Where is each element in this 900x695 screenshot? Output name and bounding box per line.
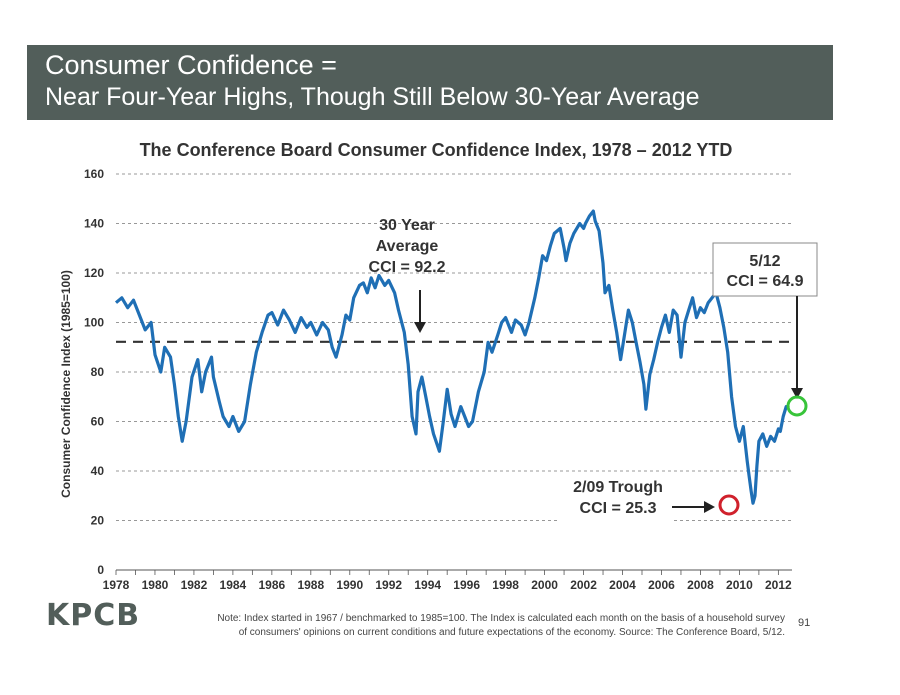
y-tick-label: 40 [91, 464, 105, 478]
average-annotation-label: Average [376, 238, 439, 255]
y-tick-label: 160 [84, 167, 104, 181]
latest-annotation-label: 5/12 [749, 253, 780, 270]
x-tick-label: 1998 [492, 578, 519, 592]
y-tick-label: 80 [91, 365, 105, 379]
y-tick-label: 0 [97, 563, 104, 577]
latest-annotation-label: CCI = 64.9 [727, 273, 804, 290]
average-arrow-head [414, 322, 426, 333]
y-tick-label: 120 [84, 266, 104, 280]
average-annotation-label: 30 Year [379, 217, 435, 234]
x-tick-label: 1984 [220, 578, 247, 592]
x-tick-label: 2006 [648, 578, 675, 592]
x-tick-label: 1994 [414, 578, 441, 592]
x-tick-label: 2000 [531, 578, 558, 592]
x-tick-label: 2010 [726, 578, 753, 592]
y-tick-label: 60 [91, 415, 105, 429]
trough-marker-circle [718, 494, 740, 516]
y-axis-label: Consumer Confidence Index (1985=100) [59, 270, 73, 498]
x-tick-label: 1986 [258, 578, 285, 592]
trough-arrow-head [704, 501, 715, 513]
trough-annotation-bg [560, 472, 674, 522]
y-tick-label: 20 [91, 514, 105, 528]
latest-annotation-box [712, 242, 818, 297]
footnote-line-2: of consumers' opinions on current condit… [238, 627, 785, 638]
slide-header: Consumer Confidence = Near Four-Year Hig… [27, 45, 833, 120]
footnote-line-1: Note: Index started in 1967 / benchmarke… [217, 613, 785, 624]
x-tick-label: 2002 [570, 578, 597, 592]
x-tick-label: 2008 [687, 578, 714, 592]
chart-title: The Conference Board Consumer Confidence… [140, 140, 733, 160]
average-annotation-label: CCI = 92.2 [369, 259, 446, 276]
slide-title: Consumer Confidence = [45, 50, 337, 80]
page-number: 91 [798, 617, 811, 629]
kpcb-logo: KPCB [46, 598, 141, 633]
slide-subtitle: Near Four-Year Highs, Though Still Below… [45, 83, 700, 111]
y-tick-label: 140 [84, 217, 104, 231]
x-tick-label: 1990 [336, 578, 363, 592]
latest-arrow-head [791, 388, 803, 399]
x-tick-label: 1996 [453, 578, 480, 592]
x-tick-label: 1978 [103, 578, 130, 592]
x-tick-label: 1980 [142, 578, 169, 592]
cci-series-line [114, 209, 790, 505]
x-tick-label: 1982 [181, 578, 208, 592]
footnote: Note: Index started in 1967 / benchmarke… [145, 612, 785, 640]
trough-annotation-label: 2/09 Trough [573, 479, 663, 496]
latest-marker-circle [786, 395, 808, 417]
x-tick-label: 2012 [765, 578, 792, 592]
trough-annotation-label: CCI = 25.3 [580, 500, 657, 517]
y-tick-label: 100 [84, 316, 104, 330]
x-tick-label: 1988 [297, 578, 324, 592]
x-tick-label: 2004 [609, 578, 636, 592]
x-tick-label: 1992 [375, 578, 402, 592]
